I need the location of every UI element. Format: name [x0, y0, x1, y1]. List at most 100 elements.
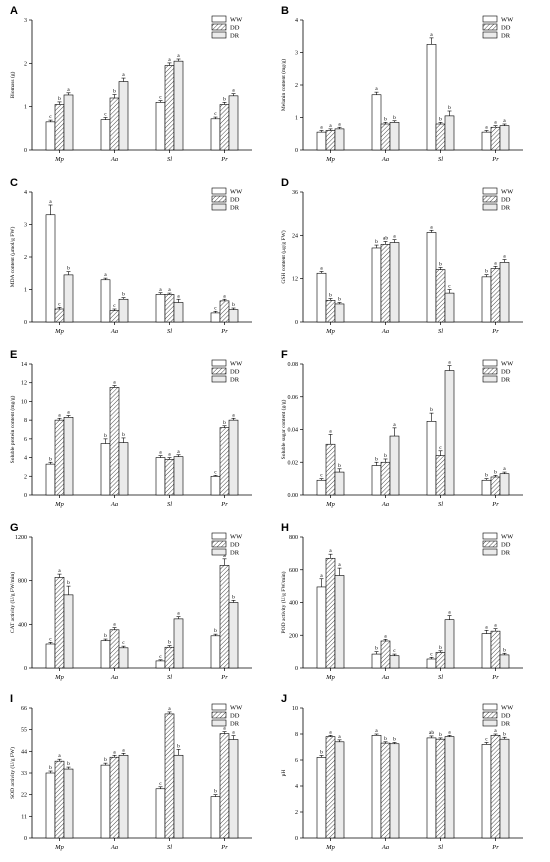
legend-label: DR — [230, 377, 240, 384]
x-tick-label: Mp — [54, 674, 64, 681]
significance-letter: b — [232, 594, 235, 600]
legend-label: DD — [501, 197, 511, 204]
significance-letter: b — [49, 765, 52, 771]
bar-ww — [45, 214, 56, 323]
panel-letter: E — [10, 349, 17, 361]
bar-dr — [389, 743, 400, 839]
bar-dr — [173, 60, 184, 151]
bar-ww — [426, 421, 437, 496]
significance-letter: a — [329, 729, 332, 735]
legend-swatch-dd — [482, 23, 498, 31]
significance-letter: a — [485, 125, 488, 131]
bar-dr — [173, 456, 184, 496]
significance-letter: b — [214, 789, 217, 795]
bar-ww — [371, 653, 382, 669]
panel-letter: B — [281, 5, 289, 17]
bar-ww — [155, 660, 166, 669]
significance-letter: a — [223, 293, 226, 299]
significance-letter: b — [214, 628, 217, 634]
y-tick-label: 0.04 — [288, 428, 299, 434]
bar-dd — [380, 123, 391, 151]
bar-dd — [380, 244, 391, 323]
bar-dd — [164, 713, 175, 839]
bar-ww — [210, 312, 221, 323]
y-tick-label: 800 — [289, 535, 298, 541]
legend-label: DR — [230, 721, 240, 728]
legend-swatch-ww — [482, 187, 498, 195]
legend-label: DR — [230, 550, 240, 557]
legend-label: WW — [230, 705, 243, 712]
significance-letter: c — [448, 284, 451, 290]
panel-letter: G — [10, 522, 19, 534]
bar-ww — [371, 247, 382, 323]
x-tick-label: Mp — [325, 501, 335, 508]
significance-letter: a — [494, 728, 497, 734]
significance-letter: a — [494, 623, 497, 629]
significance-letter: c — [49, 636, 52, 642]
significance-letter: c — [104, 112, 107, 118]
bar-dd — [164, 646, 175, 669]
significance-letter: a — [177, 449, 180, 455]
bar-dr — [228, 419, 239, 496]
x-tick-label: Sl — [438, 674, 443, 681]
bar-dr — [173, 302, 184, 323]
bar-dd — [435, 652, 446, 669]
significance-letter: a — [430, 224, 433, 230]
x-tick-label: Sl — [167, 156, 172, 163]
bar-ww — [316, 479, 327, 496]
significance-letter: a — [168, 452, 171, 458]
significance-letter: a — [67, 409, 70, 415]
legend-label: WW — [230, 361, 243, 368]
significance-letter: ab — [429, 730, 434, 736]
x-tick-label: Sl — [438, 501, 443, 508]
significance-letter: c — [430, 651, 433, 657]
bar-ww — [45, 772, 56, 839]
bar-dd — [219, 733, 230, 839]
significance-letter: a — [177, 293, 180, 299]
y-tick-label: 4 — [24, 456, 27, 462]
y-axis-label: Biomass (g) — [9, 71, 16, 98]
y-axis-label: MDA content (μmol/g FW) — [9, 227, 16, 288]
legend-label: DR — [501, 205, 511, 212]
bar-dd — [490, 630, 501, 669]
significance-letter: c — [159, 95, 162, 101]
y-tick-label: 400 — [18, 622, 27, 628]
significance-letter: c — [485, 736, 488, 742]
legend-swatch-ww — [482, 532, 498, 540]
y-tick-label: 0 — [24, 666, 27, 672]
bar-dd — [380, 640, 391, 669]
y-tick-label: 10 — [21, 399, 27, 405]
significance-letter: a — [232, 88, 235, 94]
significance-letter: b — [67, 761, 70, 767]
x-tick-label: Pr — [220, 501, 228, 508]
x-tick-label: Sl — [167, 328, 172, 335]
legend-swatch-ww — [482, 359, 498, 367]
x-tick-label: Mp — [54, 328, 64, 335]
panel-letter: F — [281, 349, 288, 361]
bar-dr — [334, 741, 345, 839]
x-tick-label: Aa — [381, 844, 389, 851]
y-tick-label: 6 — [24, 437, 27, 443]
significance-letter: a — [338, 562, 341, 568]
y-tick-label: 8 — [24, 418, 27, 424]
y-tick-label: 44 — [21, 749, 27, 755]
bar-ww — [426, 44, 437, 151]
significance-letter: a — [223, 553, 226, 559]
legend-label: DD — [501, 542, 511, 549]
significance-letter: b — [494, 469, 497, 475]
bar-dd — [435, 269, 446, 323]
y-tick-label: 0 — [24, 836, 27, 842]
significance-letter: c — [214, 469, 217, 475]
x-tick-label: Sl — [167, 844, 172, 851]
y-tick-label: 0 — [295, 836, 298, 842]
y-tick-label: 0 — [24, 320, 27, 326]
significance-letter: a — [320, 265, 323, 271]
x-tick-label: Sl — [438, 156, 443, 163]
significance-letter: b — [49, 456, 52, 462]
significance-letter: a — [49, 199, 52, 205]
significance-letter: b — [393, 736, 396, 742]
bar-ww — [481, 276, 492, 323]
